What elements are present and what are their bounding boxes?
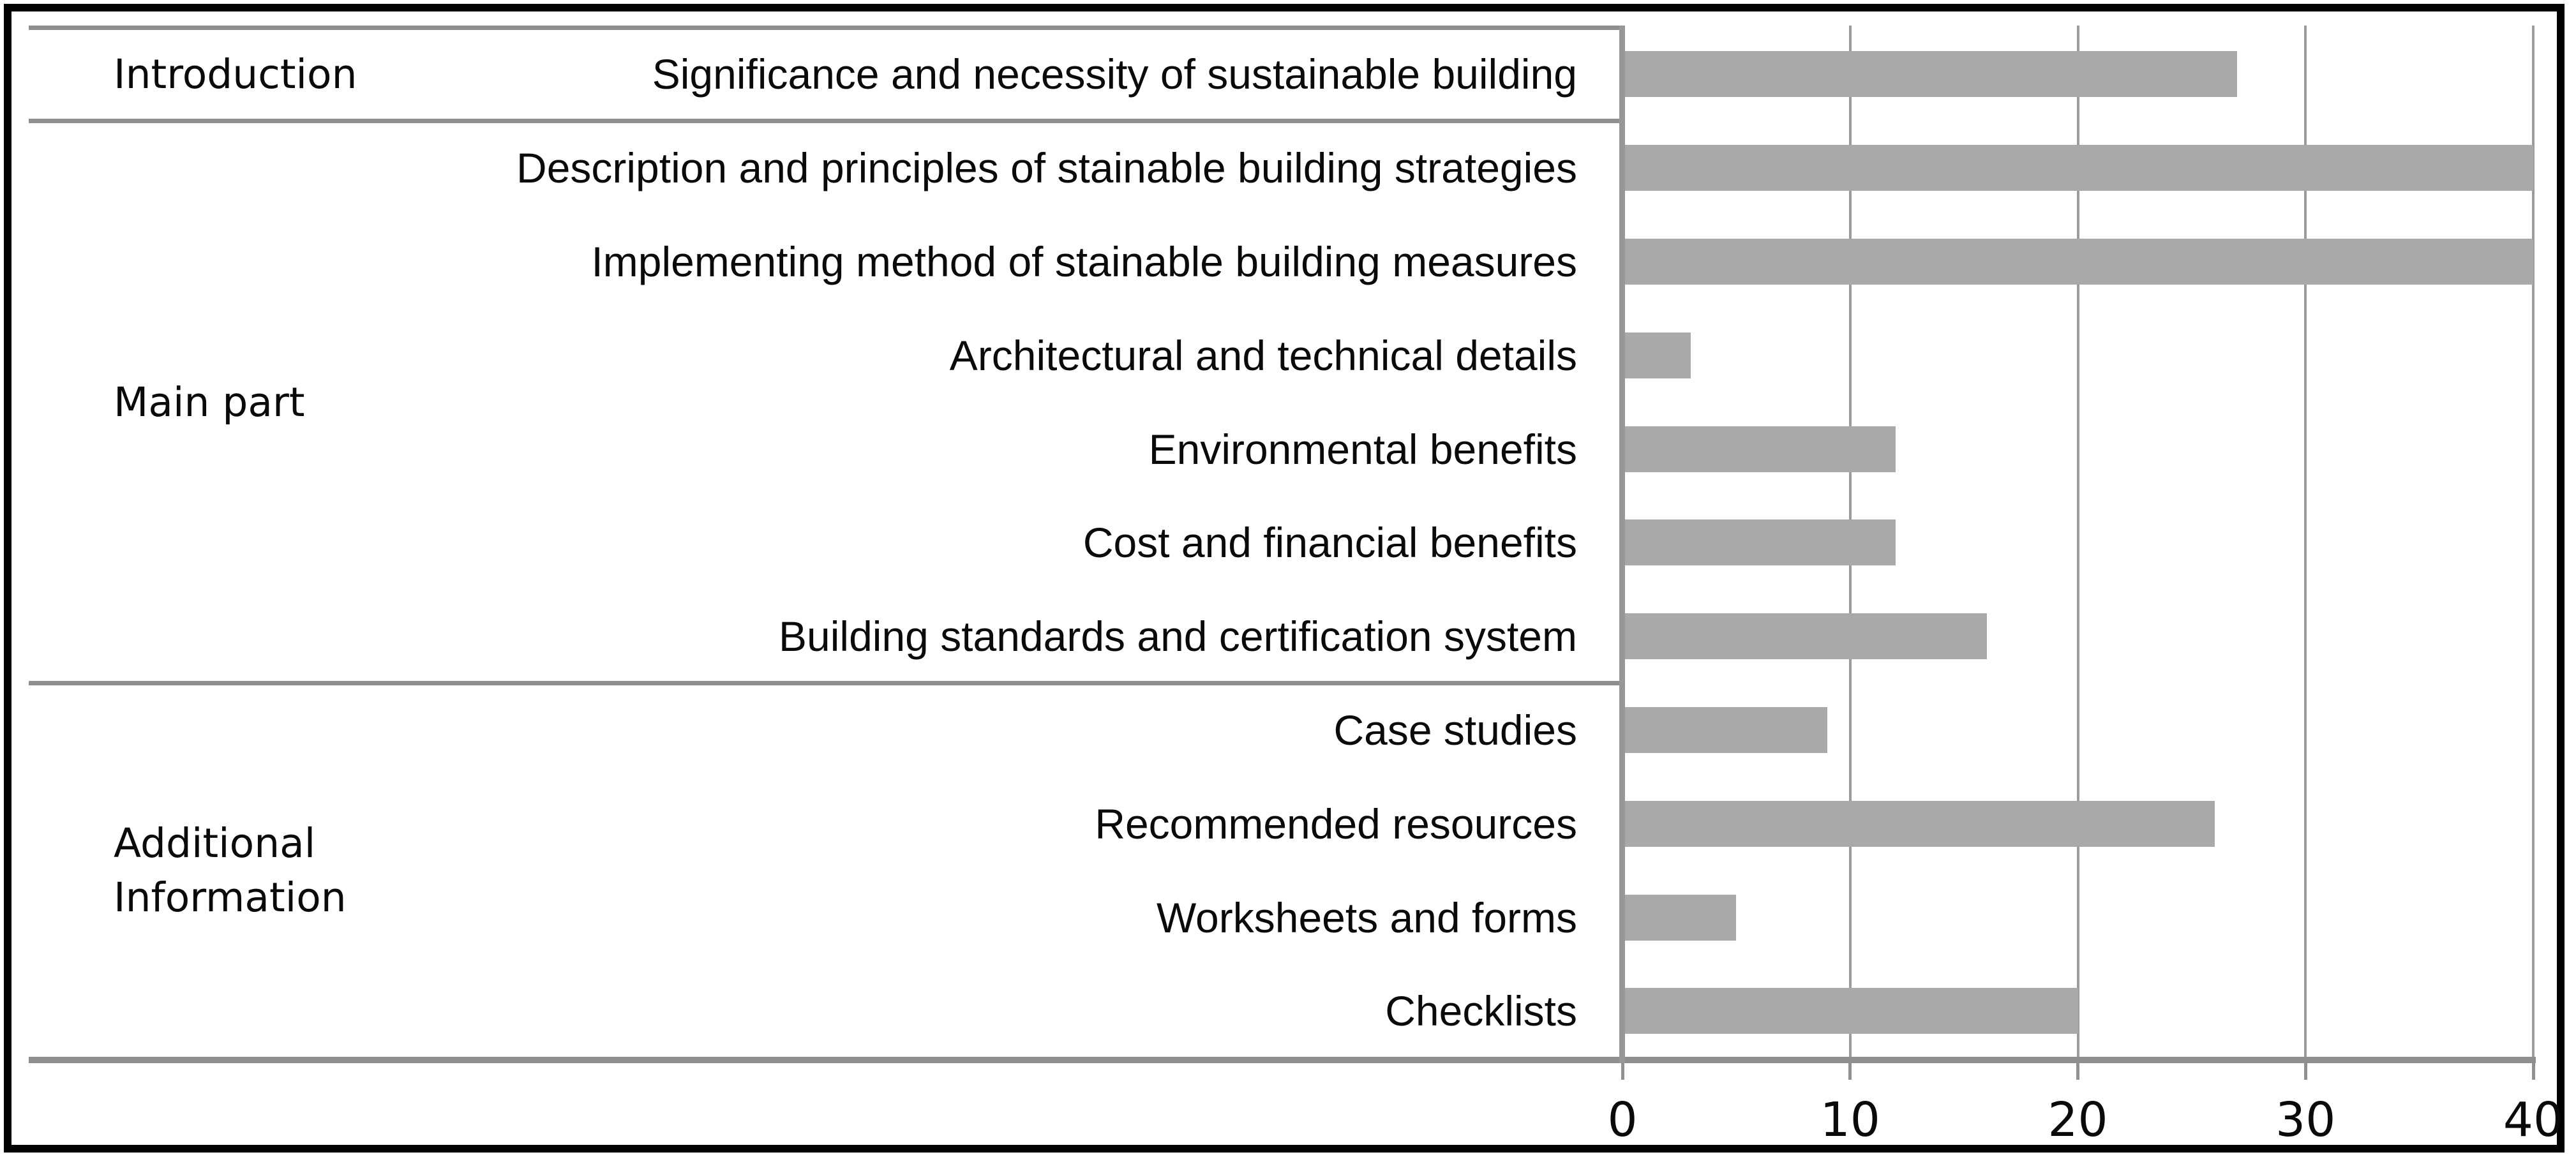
section-label-0: Introduction [114,50,357,98]
tick-label-10: 10 [1820,1093,1880,1147]
tick-label-40: 40 [2503,1093,2564,1147]
tick-mark-20 [2076,1063,2079,1080]
bar-27 [1622,51,2238,98]
bar-16 [1622,613,1987,660]
tick-mark-30 [2303,1063,2307,1080]
category-label: Architectural and technical details [949,331,1577,379]
gridline-30 [2304,26,2307,1057]
category-label: Significance and necessity of sustainabl… [652,50,1577,98]
category-label: Worksheets and forms [1156,893,1577,941]
tick-mark-40 [2531,1063,2535,1080]
category-label: Building standards and certification sys… [779,613,1577,660]
category-label: Cost and financial benefits [1082,519,1577,567]
section-divider [29,681,1622,686]
bar-40 [1622,145,2533,191]
section-label-2: Additional Information [114,820,347,922]
category-label: Environmental benefits [1148,425,1577,473]
gridline-20 [2076,26,2079,1057]
bar-5 [1622,894,1737,941]
bar-12 [1622,426,1896,472]
bar-9 [1622,707,1828,753]
table-top-rule [29,26,1622,30]
tick-label-30: 30 [2275,1093,2336,1147]
section-label-1: Main part [114,378,305,426]
tick-label-20: 20 [2048,1093,2108,1147]
bar-40 [1622,239,2533,285]
category-label: Implementing method of stainable buildin… [591,237,1577,285]
zero-axis-line [1619,26,1625,1063]
x-axis-rule [29,1057,2536,1063]
bar-3 [1622,332,1691,378]
tick-mark-0 [1621,1063,1624,1080]
bar-20 [1622,988,2078,1034]
category-label: Recommended resources [1095,800,1577,847]
section-divider [29,119,1622,124]
gridline-40 [2532,26,2535,1057]
figure-border [4,4,2565,1153]
category-label: Description and principles of stainable … [516,144,1577,192]
bar-12 [1622,519,1896,566]
category-label: Checklists [1385,987,1577,1035]
category-label: Case studies [1333,706,1577,754]
tick-mark-10 [1848,1063,1852,1080]
bar-26 [1622,800,2215,847]
tick-label-0: 0 [1607,1093,1638,1147]
